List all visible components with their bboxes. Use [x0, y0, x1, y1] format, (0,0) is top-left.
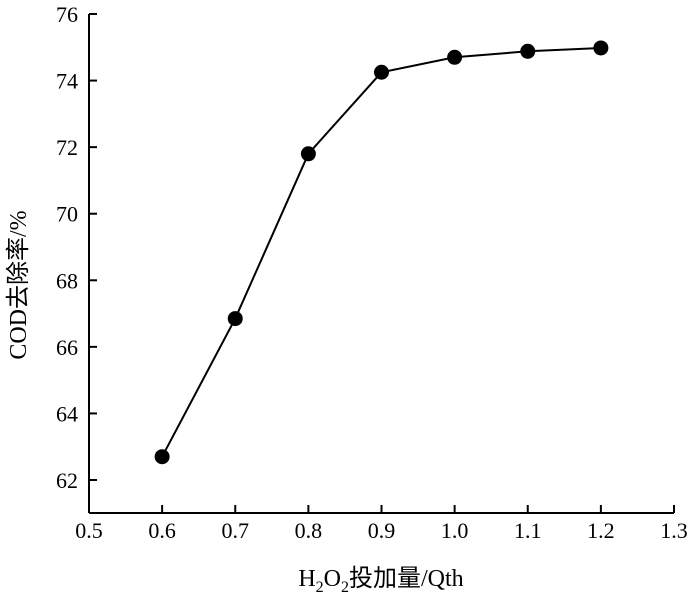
y-tick-label: 70: [56, 202, 78, 227]
x-axis-title-rest: 投加量/Qth: [349, 565, 464, 592]
x-axis-title-h: H: [298, 566, 315, 592]
x-ticks: 0.5 0.6 0.7 0.8 0.9 1.0 1.1 1.2 1.3: [75, 505, 688, 543]
x-tick-label: 1.3: [660, 518, 688, 543]
axes: [88, 14, 674, 514]
y-tick-label: 68: [56, 268, 78, 293]
data-point: [227, 311, 243, 327]
data-point: [447, 49, 463, 65]
y-tick-label: 74: [56, 69, 78, 94]
x-tick-label: 1.2: [587, 518, 615, 543]
data-point: [593, 40, 609, 56]
x-tick-label: 1.1: [514, 518, 542, 543]
x-axis-title-o: O: [324, 566, 341, 592]
y-axis-title: COD去除率/%: [5, 210, 32, 359]
y-tick-label: 64: [56, 401, 78, 426]
y-tick-label: 62: [56, 468, 78, 493]
data-point: [154, 449, 170, 465]
x-tick-label: 0.9: [368, 518, 396, 543]
x-axis-title: H2O2投加量/Qth: [298, 565, 463, 596]
x-tick-label: 0.5: [75, 518, 103, 543]
x-tick-label: 1.0: [441, 518, 469, 543]
y-ticks: 62 64 66 68 70 72 74 76: [56, 2, 97, 493]
data-series: [154, 40, 609, 465]
x-axis-title-sub1: 2: [316, 579, 324, 596]
x-tick-label: 0.8: [295, 518, 323, 543]
y-tick-label: 66: [56, 335, 78, 360]
series-line: [161, 46, 601, 458]
y-tick-label: 76: [56, 2, 78, 27]
y-tick-label: 72: [56, 135, 78, 160]
x-tick-label: 0.7: [222, 518, 250, 543]
data-point: [300, 146, 316, 162]
x-tick-label: 0.6: [148, 518, 176, 543]
x-axis-title-sub2: 2: [341, 579, 349, 596]
data-point: [520, 43, 536, 59]
data-point: [374, 64, 389, 80]
